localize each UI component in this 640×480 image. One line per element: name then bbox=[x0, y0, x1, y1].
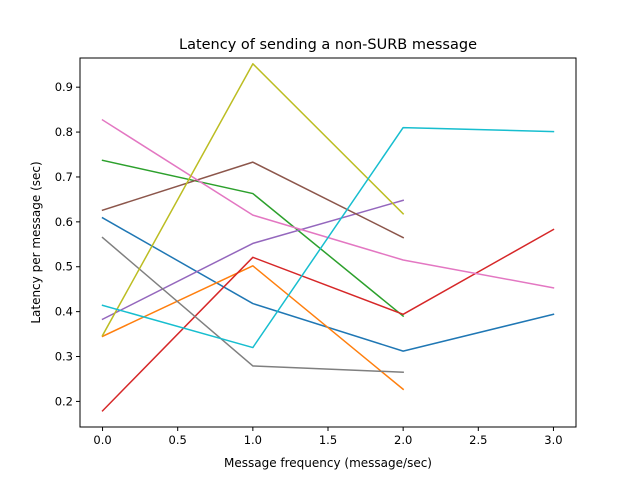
plot-area bbox=[80, 58, 576, 427]
series-line-2 bbox=[101, 265, 405, 391]
y-tick-label: 0.5 bbox=[55, 260, 73, 274]
y-tick-label: 0.2 bbox=[55, 394, 73, 408]
y-tick-label: 0.3 bbox=[55, 350, 73, 364]
y-tick-label: 0.7 bbox=[55, 170, 73, 184]
y-tick-label: 0.8 bbox=[55, 125, 73, 139]
series-line-3 bbox=[101, 159, 405, 318]
chart-title: Latency of sending a non-SURB message bbox=[179, 37, 477, 53]
x-tick-label: 0.0 bbox=[93, 433, 111, 447]
series-line-9 bbox=[101, 63, 405, 337]
series-line-5 bbox=[101, 199, 405, 321]
series-layer bbox=[101, 63, 555, 412]
plot-frame bbox=[79, 57, 577, 428]
y-tick-label: 0.4 bbox=[55, 305, 73, 319]
series-line-10 bbox=[101, 126, 555, 349]
y-axis-ticks: 0.2 0.3 0.4 0.5 0.6 0.7 0.8 0.9 bbox=[55, 80, 80, 408]
y-tick-label: 0.9 bbox=[55, 80, 73, 94]
x-tick-label: 0.5 bbox=[169, 433, 187, 447]
x-tick-label: 2.0 bbox=[394, 433, 412, 447]
x-tick-label: 2.5 bbox=[469, 433, 487, 447]
x-tick-label: 1.0 bbox=[244, 433, 262, 447]
series-line-4 bbox=[101, 228, 555, 412]
x-axis-ticks: 0.0 0.5 1.0 1.5 2.0 2.5 3.0 bbox=[93, 427, 563, 447]
y-tick-label: 0.6 bbox=[55, 215, 73, 229]
series-line-6 bbox=[101, 161, 405, 239]
x-axis-label: Message frequency (message/sec) bbox=[224, 456, 432, 470]
y-axis-label: Latency per message (sec) bbox=[29, 161, 43, 323]
series-line-8 bbox=[101, 236, 404, 374]
x-tick-label: 3.0 bbox=[544, 433, 562, 447]
x-tick-label: 1.5 bbox=[319, 433, 337, 447]
